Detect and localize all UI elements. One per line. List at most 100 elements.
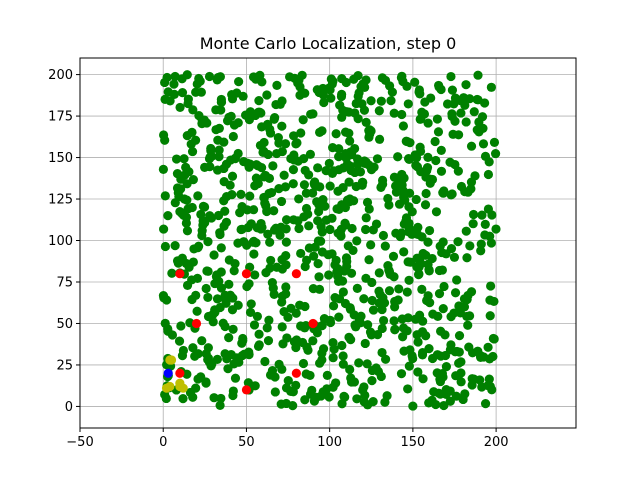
particle-point	[299, 154, 309, 164]
particle-point	[380, 397, 390, 407]
particle-point	[337, 112, 347, 122]
particle-point	[364, 255, 374, 265]
particle-point	[312, 197, 322, 207]
particle-point	[265, 263, 275, 273]
particle-point	[294, 194, 304, 204]
particle-point	[177, 351, 188, 361]
particle-point	[445, 396, 455, 406]
particle-point	[159, 224, 169, 234]
particle-point	[265, 237, 275, 247]
particle-point	[374, 298, 384, 308]
particle-point	[308, 284, 318, 294]
particle-point	[272, 80, 282, 90]
particle-point	[289, 337, 299, 347]
particle-point	[476, 239, 486, 249]
particle-point	[387, 87, 397, 97]
particle-point	[442, 99, 453, 109]
particle-point	[364, 132, 374, 142]
particle-point	[377, 179, 388, 189]
particle-point	[450, 347, 460, 357]
particle-point	[454, 330, 465, 341]
particle-point	[399, 346, 409, 356]
particle-point	[169, 79, 179, 89]
particle-point	[262, 323, 272, 333]
particle-point	[431, 207, 442, 217]
particle-point	[489, 296, 499, 307]
particle-point	[182, 226, 193, 236]
particle-point	[213, 210, 224, 221]
particle-point	[237, 350, 247, 361]
particle-point	[187, 146, 198, 157]
particle-point	[316, 236, 326, 246]
particle-point	[291, 380, 301, 390]
particle-point	[270, 387, 280, 397]
particle-point	[465, 94, 475, 104]
particle-point	[391, 228, 401, 238]
particle-point	[226, 111, 236, 122]
particle-point	[191, 87, 201, 97]
particle-point	[434, 289, 445, 299]
particle-point	[197, 230, 207, 241]
particle-point	[227, 305, 238, 315]
particle-point	[277, 291, 288, 301]
particle-point	[162, 72, 172, 83]
particle-point	[313, 163, 323, 173]
particle-point	[258, 147, 268, 158]
particle-point	[431, 155, 441, 166]
particle-point	[380, 75, 391, 86]
particle-point	[337, 74, 347, 84]
particle-point	[357, 180, 367, 190]
particle-point	[394, 199, 405, 209]
landmark-point	[175, 269, 185, 279]
particle-point	[282, 333, 292, 343]
particle-point	[390, 302, 400, 312]
particle-point	[245, 307, 256, 317]
y-tick-label: 25	[56, 358, 73, 373]
particle-point	[253, 161, 263, 171]
particle-point	[345, 303, 355, 313]
particle-point	[390, 325, 400, 335]
particle-point	[295, 82, 305, 92]
particle-point	[288, 179, 298, 189]
particle-point	[234, 77, 244, 87]
particle-point	[303, 209, 313, 219]
particle-point	[441, 362, 452, 372]
particle-point	[250, 270, 260, 280]
particle-point	[380, 354, 391, 364]
particle-point	[260, 198, 270, 208]
particle-point	[188, 392, 198, 402]
particle-point	[475, 375, 485, 385]
particle-point	[237, 338, 247, 348]
particle-point	[396, 369, 407, 379]
particle-point	[325, 85, 335, 95]
particle-point	[338, 287, 348, 297]
particle-point	[213, 135, 223, 145]
particle-point	[274, 359, 284, 369]
particle-point	[430, 136, 440, 147]
particle-point	[420, 97, 430, 107]
particle-point	[353, 114, 363, 124]
particle-point	[411, 160, 421, 170]
particle-point	[344, 177, 354, 187]
particle-point	[226, 350, 236, 360]
particle-point	[209, 250, 219, 260]
particle-point	[315, 358, 325, 368]
particle-point	[437, 265, 447, 275]
particle-point	[298, 337, 308, 348]
particle-point	[192, 273, 203, 283]
particle-point	[467, 380, 477, 390]
particle-point	[214, 152, 224, 162]
particle-point	[297, 70, 307, 80]
particle-point	[461, 117, 471, 127]
particle-point	[423, 152, 433, 162]
estimate-point	[165, 381, 175, 392]
particle-point	[276, 196, 287, 207]
landmark-point	[241, 385, 252, 395]
particle-point	[193, 349, 203, 359]
particle-point	[328, 143, 338, 153]
particle-point	[279, 307, 289, 317]
particle-point	[267, 187, 277, 198]
particle-point	[418, 374, 428, 384]
particle-point	[458, 394, 468, 405]
x-tick-label: 200	[484, 435, 509, 450]
